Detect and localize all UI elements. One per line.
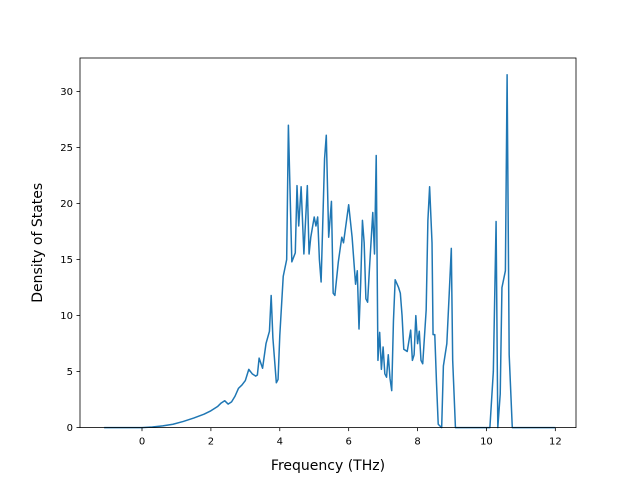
y-tick-label: 0 [67,423,73,434]
x-tick-label: 12 [549,437,562,448]
series-line-0 [104,74,556,429]
x-tick-label: 2 [208,437,214,448]
y-tick-label: 20 [60,199,73,210]
plot-area [104,74,556,429]
x-tick-label: 0 [139,437,145,448]
x-tick-label: 10 [480,437,493,448]
y-tick-label: 30 [60,87,73,98]
y-tick-label: 5 [67,367,73,378]
x-axis-label: Frequency (THz) [271,458,385,474]
x-tick-label: 8 [414,437,420,448]
y-tick-label: 25 [60,143,73,154]
x-tick-label: 6 [345,437,351,448]
axes-frame [79,57,577,429]
y-axis: 0 5 10 15 20 25 30 [60,87,80,434]
x-tick-label: 4 [277,437,283,448]
y-tick-label: 10 [60,311,73,322]
y-axis-label: Density of States [30,183,46,303]
x-axis: 0 2 4 6 8 10 12 [139,427,562,448]
y-tick-label: 15 [60,255,73,266]
